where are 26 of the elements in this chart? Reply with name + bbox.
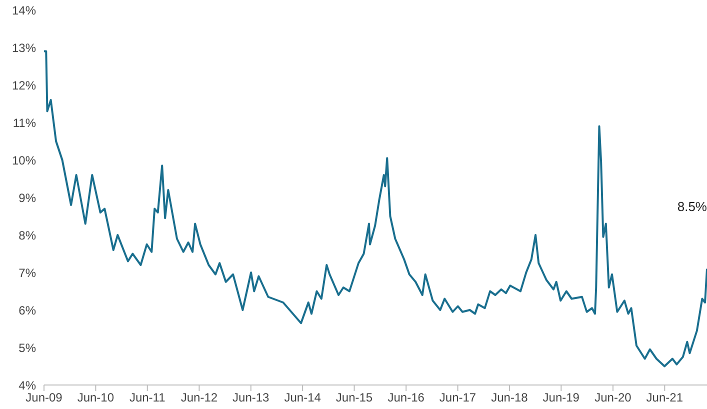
x-tick-label: Jun-12 [180,390,218,405]
y-tick-label: 9% [18,190,36,205]
x-tick-label: Jun-16 [388,390,425,405]
x-tick-label: Jun-14 [284,390,322,405]
y-tick-label: 8% [18,228,36,242]
x-tick-label: Jun-21 [646,390,684,405]
x-tick-label: Jun-18 [491,390,528,405]
x-tick-label: Jun-15 [336,390,373,405]
x-tick-label: Jun-20 [594,390,632,405]
y-tick-label: 14% [12,3,36,18]
x-tick-label: Jun-11 [129,390,166,405]
y-tick-label: 6% [18,303,36,318]
y-tick-label: 7% [18,266,36,280]
x-tick-label: Jun-17 [439,390,476,405]
annotation: 8.5% [677,199,707,214]
line-series [44,50,707,368]
y-tick-label: 11% [12,116,36,130]
x-tick-label: Jun-10 [77,390,114,405]
y-tick-label: 12% [12,78,36,92]
y-tick-label: 13% [12,40,36,55]
x-tick-label: Jun-13 [232,390,270,405]
y-tick-label: 4% [18,378,36,392]
x-tick-label: Jun-09 [26,390,63,405]
x-tick-label: Jun-19 [542,390,580,405]
y-tick-label: 5% [18,340,36,355]
y-tick-label: 10% [12,153,36,168]
